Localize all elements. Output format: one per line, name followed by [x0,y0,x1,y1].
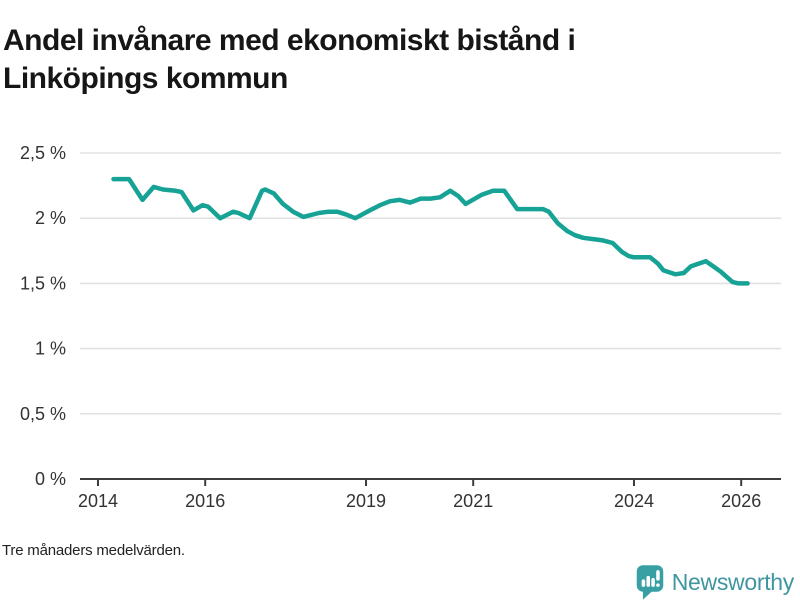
y-axis-tick-label: 1 % [35,339,66,359]
y-axis-tick-label: 2 % [35,208,66,228]
y-axis-tick-label: 0 % [35,469,66,489]
x-axis-tick-label: 2021 [453,491,493,511]
page-title: Andel invånare med ekonomiskt bistånd i … [3,24,576,96]
line-chart: 0 % 0,5 % 1 % 1,5 % 2 % 2,5 % 2014 2016 2019 2021… [20,143,781,511]
x-axis-tick-label: 2014 [78,491,118,511]
footnote: Tre månaders medelvärden. [2,542,185,559]
x-axis-tick-label: 2024 [614,491,654,511]
bar-chart-speech-bubble-icon [636,565,663,600]
y-axis-tick-label: 2,5 % [20,143,66,163]
x-axis-tick-label: 2016 [185,491,225,511]
y-axis-tick-label: 0,5 % [20,404,66,424]
data-line [111,176,750,286]
x-axis-tick-label: 2019 [346,491,386,511]
x-axis-tick-label: 2026 [721,491,761,511]
y-axis-tick-label: 1,5 % [20,273,66,293]
brand-logo: Newsworthy [635,563,794,601]
brand-name: Newsworthy [671,568,795,595]
